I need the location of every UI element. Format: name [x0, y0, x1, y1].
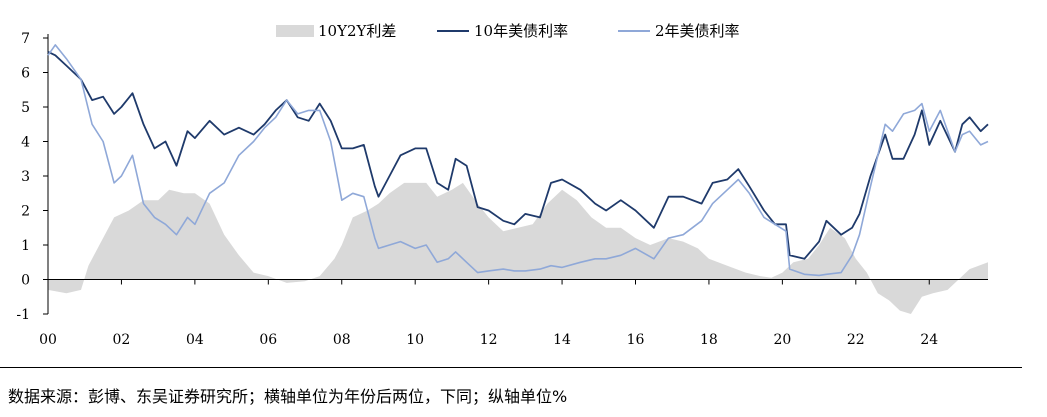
y-tick-label: 2 [21, 204, 30, 220]
x-tick-label: 10 [406, 332, 424, 348]
series-10y-line [47, 50, 989, 260]
x-tick-label: 12 [480, 332, 498, 348]
y-tick-label: 7 [21, 31, 30, 47]
legend-label: 2年美债利率 [655, 22, 740, 40]
legend: 10Y2Y利差 10年美债利率 2年美债利率 [276, 22, 740, 40]
source-note: 数据来源：彭博、东吴证券研究所；横轴单位为年份后两位，下同；纵轴单位% [8, 387, 568, 406]
x-tick-label: 16 [627, 332, 645, 348]
x-tick-label: 00 [39, 332, 57, 348]
rate-lines-layer [47, 44, 989, 277]
x-tick-label: 14 [553, 332, 571, 348]
legend-label: 10Y2Y利差 [318, 22, 396, 40]
source-divider [0, 367, 1022, 368]
x-tick-label: 08 [333, 332, 351, 348]
x-tick-label: 02 [113, 332, 131, 348]
x-tick-label: 04 [186, 332, 204, 348]
x-tick-label: 22 [847, 332, 865, 348]
y-tick-label: 3 [21, 169, 30, 185]
y-tick-label: 0 [21, 273, 30, 289]
x-tick-label: 24 [920, 332, 938, 348]
y-tick-label: 1 [21, 238, 30, 254]
y-tick-label: 4 [21, 135, 30, 151]
x-tick-label: 20 [773, 332, 791, 348]
series-2y-line [47, 44, 989, 277]
spread-area-layer [48, 182, 988, 314]
y-tick-label: 6 [21, 66, 30, 82]
y-tick-label: -1 [16, 307, 30, 323]
legend-swatch-spread [276, 25, 314, 37]
x-tick-label: 18 [700, 332, 718, 348]
legend-label: 10年美债利率 [474, 22, 568, 40]
y-tick-label: 5 [21, 100, 30, 116]
series-spread-area [48, 182, 988, 314]
x-tick-label: 06 [259, 332, 277, 348]
